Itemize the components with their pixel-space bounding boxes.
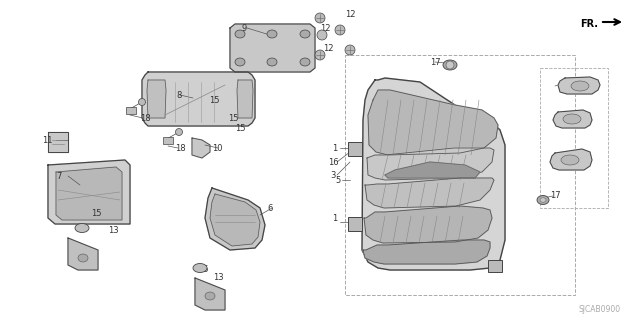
Text: 15: 15	[91, 209, 102, 218]
Text: 7: 7	[56, 172, 61, 180]
Ellipse shape	[193, 263, 207, 273]
Text: 15: 15	[198, 266, 209, 275]
Polygon shape	[48, 132, 68, 152]
Circle shape	[317, 30, 327, 40]
Polygon shape	[205, 188, 265, 250]
Ellipse shape	[300, 30, 310, 38]
Bar	[345, 55, 575, 295]
Text: 6: 6	[267, 204, 273, 212]
Text: FR.: FR.	[580, 19, 598, 29]
Ellipse shape	[561, 155, 579, 165]
Text: 18: 18	[175, 143, 186, 153]
Ellipse shape	[540, 198, 546, 202]
Circle shape	[315, 13, 325, 23]
Text: 17: 17	[430, 58, 440, 67]
Polygon shape	[553, 110, 592, 128]
Text: 12: 12	[320, 23, 330, 33]
Bar	[163, 137, 173, 144]
Circle shape	[345, 45, 355, 55]
Polygon shape	[367, 148, 494, 180]
Text: 10: 10	[212, 143, 223, 153]
Polygon shape	[385, 162, 480, 178]
Text: 8: 8	[176, 91, 181, 100]
Polygon shape	[56, 167, 122, 220]
Polygon shape	[192, 138, 210, 158]
Circle shape	[315, 50, 325, 60]
Text: 16: 16	[328, 157, 339, 166]
Text: 13: 13	[213, 274, 223, 283]
Ellipse shape	[537, 196, 549, 204]
Circle shape	[175, 129, 182, 135]
Polygon shape	[230, 24, 315, 72]
Text: 1: 1	[332, 213, 337, 222]
Bar	[488, 260, 502, 272]
Ellipse shape	[235, 58, 245, 66]
Polygon shape	[558, 77, 600, 94]
Ellipse shape	[443, 60, 457, 70]
Polygon shape	[147, 80, 166, 118]
Text: 4: 4	[573, 114, 579, 123]
Polygon shape	[68, 238, 98, 270]
Polygon shape	[142, 72, 255, 126]
Text: 5: 5	[335, 175, 340, 185]
Text: 3: 3	[330, 171, 335, 180]
Text: 15: 15	[209, 95, 220, 105]
Text: 9: 9	[242, 23, 247, 33]
Text: 1: 1	[332, 143, 337, 153]
Ellipse shape	[235, 30, 245, 38]
Circle shape	[138, 99, 145, 106]
Ellipse shape	[267, 30, 277, 38]
Text: 13: 13	[108, 226, 118, 235]
Polygon shape	[48, 160, 130, 224]
Bar	[348, 142, 362, 156]
Polygon shape	[550, 149, 592, 170]
Polygon shape	[210, 194, 260, 246]
Ellipse shape	[75, 223, 89, 233]
Polygon shape	[365, 178, 494, 208]
Text: 14: 14	[571, 156, 582, 164]
Circle shape	[446, 61, 454, 69]
Text: 2: 2	[573, 77, 579, 86]
Text: 18: 18	[140, 114, 150, 123]
Ellipse shape	[205, 292, 215, 300]
Text: 12: 12	[345, 10, 355, 19]
Text: SJCAB0900: SJCAB0900	[579, 306, 621, 315]
Text: 12: 12	[323, 44, 333, 52]
Ellipse shape	[571, 81, 589, 91]
Text: 15: 15	[228, 114, 239, 123]
Polygon shape	[195, 278, 225, 310]
Ellipse shape	[267, 58, 277, 66]
Ellipse shape	[78, 254, 88, 262]
Circle shape	[335, 25, 345, 35]
Bar	[540, 68, 608, 208]
Polygon shape	[368, 90, 498, 155]
Bar	[348, 217, 362, 231]
Text: 15: 15	[235, 124, 246, 132]
Text: 11: 11	[42, 135, 52, 145]
Ellipse shape	[300, 58, 310, 66]
Text: 17: 17	[550, 190, 561, 199]
Polygon shape	[237, 80, 253, 118]
Polygon shape	[362, 78, 505, 270]
Bar	[126, 107, 136, 114]
Polygon shape	[363, 240, 490, 264]
Ellipse shape	[563, 114, 581, 124]
Polygon shape	[364, 206, 492, 243]
